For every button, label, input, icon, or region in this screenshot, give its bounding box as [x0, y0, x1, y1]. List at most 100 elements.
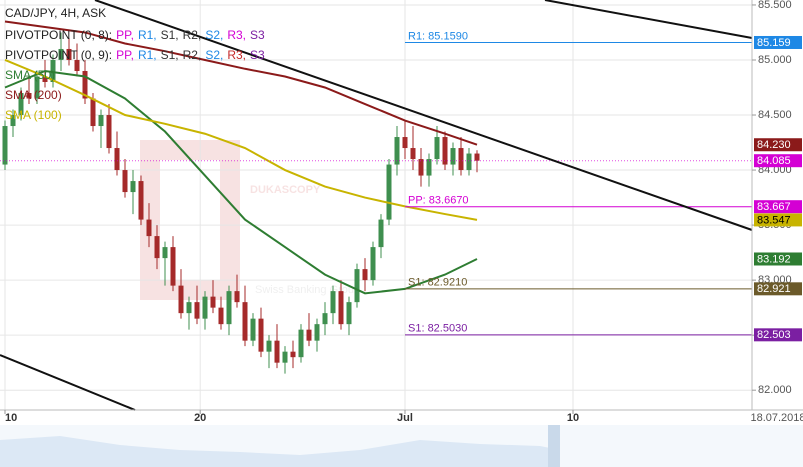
- candle-body: [18, 93, 24, 116]
- candle-body: [106, 115, 112, 149]
- price-tag-label: 85.159: [757, 37, 791, 49]
- candle-body: [66, 48, 72, 60]
- candle-body: [210, 296, 216, 308]
- candle-body: [154, 236, 160, 259]
- candle-body: [2, 126, 8, 165]
- price-tag: [754, 138, 802, 152]
- plot: R1: 85.1590 PP: 83.6670 S1: 82.9210 S1: 82.…: [0, 20, 752, 374]
- trend-line: [544, 0, 753, 39]
- candle-body: [122, 170, 128, 193]
- candle-body: [410, 148, 416, 160]
- candle-body: [290, 351, 296, 358]
- pivot-legend-item: S1,: [161, 28, 179, 42]
- moving-average: [4, 20, 478, 146]
- x-tick-label: 20: [194, 412, 206, 424]
- navigator-area: [0, 436, 560, 467]
- pivot-label: S1: 82.9210: [408, 277, 467, 289]
- candle-body: [50, 59, 56, 82]
- price-tag-label: 82.503: [757, 329, 791, 341]
- candle-body: [90, 98, 96, 127]
- candle-body: [266, 340, 272, 352]
- candle-body: [58, 48, 64, 60]
- pivot-label: R1: 85.1590: [408, 30, 468, 42]
- pivot-legend-item: S2,: [205, 28, 223, 42]
- candle-body: [42, 76, 48, 82]
- candle-body: [370, 247, 376, 281]
- candle-body: [34, 76, 40, 99]
- watermark-brand: DUKASCOPY: [250, 184, 321, 196]
- watermark-logo: [140, 140, 240, 300]
- candle-body: [130, 181, 136, 193]
- candle-body: [402, 137, 408, 149]
- candle-body: [146, 219, 152, 237]
- candle-body: [298, 329, 304, 358]
- pivot-legend-item: PP,: [116, 48, 134, 62]
- candle-body: [138, 181, 144, 220]
- trend-line: [94, 0, 753, 231]
- candle-body: [178, 285, 184, 314]
- price-tag-label: 83.547: [757, 214, 791, 226]
- candle-body: [418, 159, 424, 176]
- pivot-legend-item: S3: [250, 28, 265, 42]
- candle-body: [274, 340, 280, 363]
- x-tick-label: Jul: [397, 412, 413, 424]
- candle-body: [250, 318, 256, 341]
- pivot-legend-prefix: PIVOTPOINT (0, 9):: [5, 48, 112, 62]
- candle-body: [458, 148, 464, 171]
- pivot-legend-prefix: PIVOTPOINT (0, 8):: [5, 28, 112, 42]
- price-tag: [754, 282, 802, 296]
- candle-body: [194, 302, 200, 319]
- y-tick-label: 85.500: [758, 0, 792, 11]
- pivot-label: S1: 82.5030: [408, 323, 467, 335]
- candle-body: [338, 291, 344, 325]
- candle-body: [162, 247, 168, 259]
- chart-title: CAD/JPY, 4H, ASK: [5, 6, 106, 20]
- price-tag: [754, 154, 802, 168]
- price-tag-label: 84.230: [757, 139, 791, 151]
- navigator-handle[interactable]: [548, 425, 560, 467]
- candle-body: [346, 302, 352, 325]
- pivot-legend-item: S1,: [161, 48, 179, 62]
- price-tag: [754, 35, 802, 49]
- y-tick-label: 82.000: [758, 384, 792, 396]
- candle-body: [322, 313, 328, 325]
- candle-body: [330, 291, 336, 314]
- candle-body: [434, 137, 440, 160]
- candle-body: [450, 148, 456, 165]
- pivot-legend-item: R1,: [138, 28, 157, 42]
- legend-entry: SMA (200): [5, 88, 62, 102]
- pivot-legend: PIVOTPOINT (0, 8): PP, R1, S1, R2, S2, R3, S3: [5, 28, 265, 42]
- pivot-legend-item: R2,: [183, 48, 202, 62]
- candle-body: [306, 329, 312, 341]
- candle-body: [74, 59, 80, 71]
- candle-body: [234, 291, 240, 303]
- price-tag-label: 82.921: [757, 283, 791, 295]
- candle-body: [26, 93, 32, 99]
- candle-body: [362, 269, 368, 281]
- watermark-tagline: Swiss Banking Group: [255, 284, 360, 296]
- candle-body: [426, 159, 432, 176]
- pivot-legend-item: R2,: [183, 28, 202, 42]
- price-tag: [754, 328, 802, 342]
- candle-body: [314, 324, 320, 341]
- price-tag-label: 83.192: [757, 253, 791, 265]
- pivot-legend-item: R3,: [227, 28, 246, 42]
- pivot-label: PP: 83.6670: [408, 195, 469, 207]
- candle-body: [386, 164, 392, 220]
- candle-body: [378, 219, 384, 248]
- legend-entry: SMA (100): [5, 108, 62, 122]
- candle-body: [226, 291, 232, 325]
- watermark-logo-inner: [160, 160, 220, 280]
- pivot-legend-item: R1,: [138, 48, 157, 62]
- y-tick-label: 85.000: [758, 54, 792, 66]
- candle-body: [98, 115, 104, 127]
- pivot-legend-item: S3: [250, 48, 265, 62]
- candle-body: [258, 318, 264, 352]
- price-tag: [754, 252, 802, 266]
- price-tag-label: 84.085: [757, 155, 791, 167]
- candle-body: [170, 247, 176, 286]
- candle-body: [394, 137, 400, 165]
- candle-body: [186, 302, 192, 314]
